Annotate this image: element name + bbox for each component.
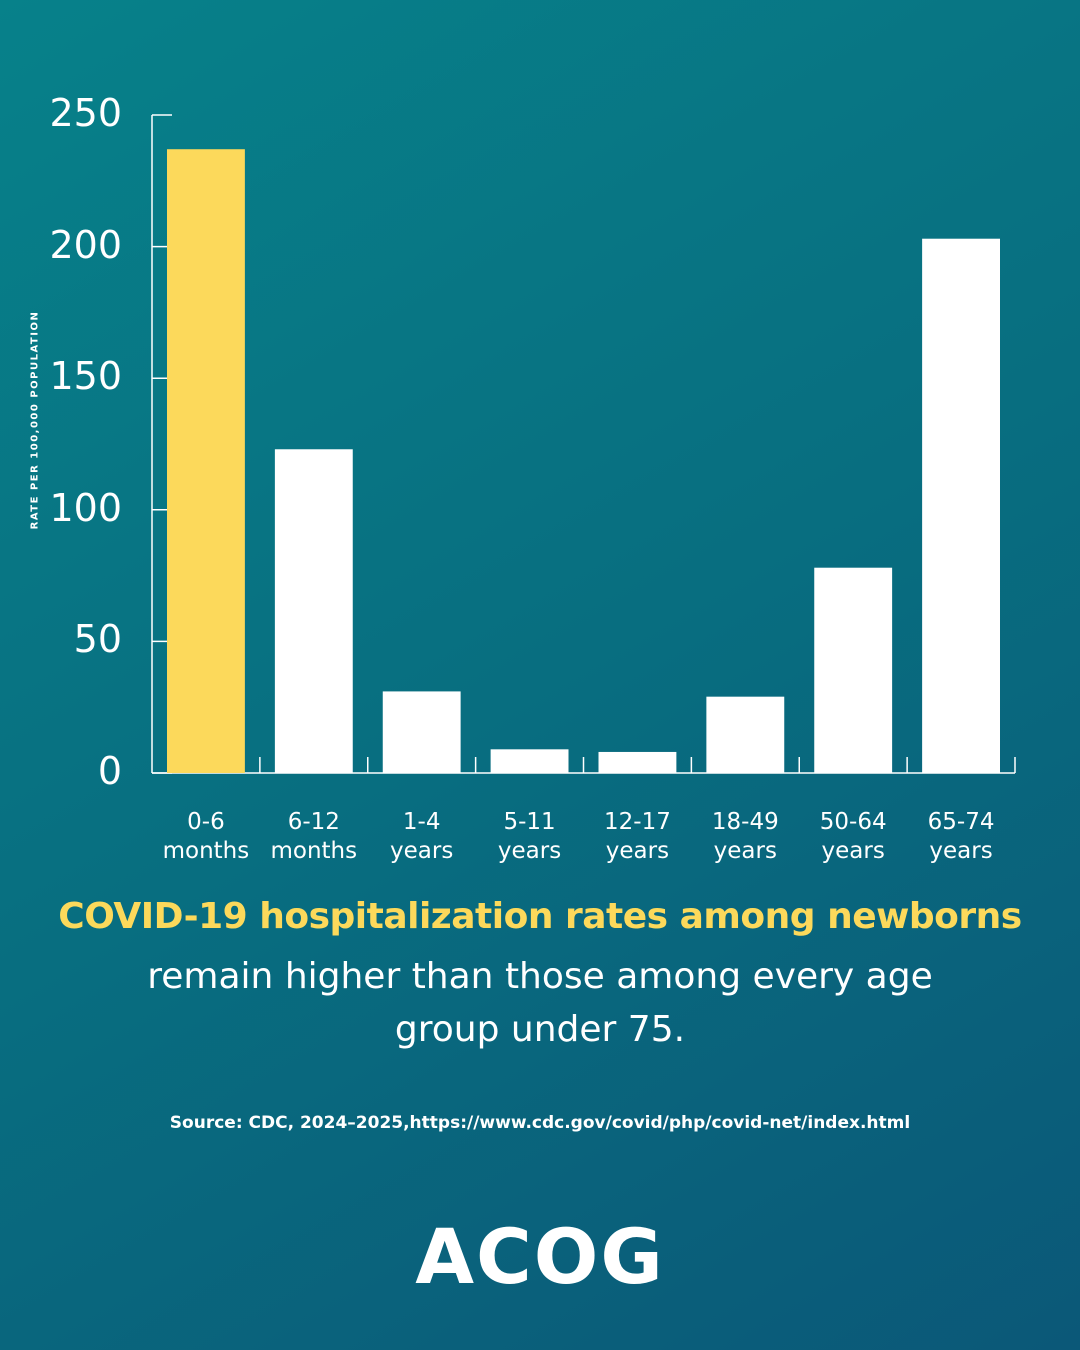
bar xyxy=(382,691,461,773)
source: Source: CDC, 2024–2025,https://www.cdc.g… xyxy=(169,1113,911,1133)
y-tick-label: 0 xyxy=(97,749,122,793)
title: COVID-19 hospitalization rates among new… xyxy=(58,896,1022,937)
y-tick-label: 100 xyxy=(49,485,122,530)
y-tick-label: 200 xyxy=(49,222,122,267)
bar xyxy=(490,749,569,773)
x-tick-label: 6-12 months xyxy=(270,809,358,864)
y-tick-label: 50 xyxy=(73,617,122,662)
x-tick-label: 1-4 years xyxy=(390,809,454,864)
x-tick-label: 0-6 months xyxy=(162,809,250,864)
y-tick-label: 150 xyxy=(49,354,122,399)
logo: ACOG xyxy=(415,1212,665,1301)
x-tick-label: 65-74 years xyxy=(927,809,995,864)
bar xyxy=(167,149,245,773)
bar xyxy=(274,449,353,773)
subtitle: remain higher than those among every age… xyxy=(147,956,933,1050)
x-tick-label: 12-17 years xyxy=(604,809,671,864)
bar xyxy=(922,238,1000,774)
bar xyxy=(814,567,893,773)
y-tick-label: 250 xyxy=(49,91,122,135)
bar xyxy=(598,751,677,773)
x-tick-label: 50-64 years xyxy=(819,809,887,864)
x-tick-label: 5-11 years xyxy=(497,809,562,864)
x-tick-label: 18-49 years xyxy=(711,809,779,864)
bar xyxy=(706,696,785,773)
